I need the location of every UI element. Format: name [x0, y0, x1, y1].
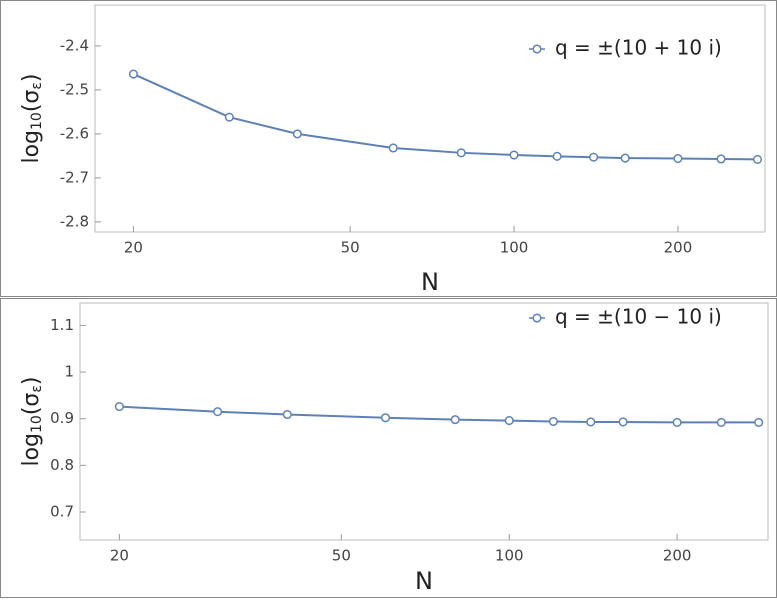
y-axis-label-part: log: [19, 433, 44, 467]
data-point: [586, 417, 596, 427]
y-tick-label: 0.9: [50, 409, 74, 427]
y-axis-label-part: ε: [29, 385, 45, 393]
data-point: [224, 112, 234, 122]
data-point: [672, 417, 682, 427]
data-point: [292, 129, 302, 139]
data-point: [552, 151, 562, 161]
data-point: [716, 154, 726, 164]
y-tick-label: 1.1: [50, 316, 74, 334]
x-tick-label: 50: [341, 239, 360, 257]
series-line: [133, 73, 758, 161]
data-point: [504, 416, 514, 426]
x-tick-label: 100: [495, 547, 524, 565]
y-axis-label-part: 10: [29, 112, 45, 130]
x-tick-label: 20: [110, 547, 129, 565]
data-point: [509, 150, 519, 160]
data-point: [754, 417, 764, 427]
data-point: [282, 409, 292, 420]
y-tick-label: -2.5: [60, 80, 89, 98]
data-point: [128, 69, 138, 79]
x-axis-label: N: [421, 268, 439, 296]
data-point: [716, 417, 726, 427]
legend-marker: [532, 44, 542, 54]
data-point: [380, 413, 391, 423]
data-point: [620, 153, 630, 163]
x-tick-label: 200: [663, 547, 692, 565]
data-point: [213, 407, 223, 417]
y-axis-label-part: ): [19, 73, 44, 82]
y-tick-label: 0.8: [50, 456, 74, 474]
plot-frame: [79, 302, 769, 541]
y-axis-label-part: log: [19, 130, 44, 164]
data-point: [673, 153, 683, 164]
plot-frame: [94, 4, 766, 233]
y-axis-label-part: ): [19, 376, 44, 385]
legend-marker: [532, 313, 542, 323]
x-tick-label: 200: [664, 239, 693, 257]
x-tick-label: 20: [124, 239, 143, 257]
y-axis-label-part: (σ: [19, 90, 44, 113]
data-point: [548, 416, 558, 427]
y-tick-label: -2.8: [60, 212, 89, 230]
data-point: [456, 148, 466, 158]
data-point: [752, 154, 763, 164]
y-axis-label: log10(σε): [19, 376, 45, 466]
y-tick-label: -2.4: [60, 36, 89, 54]
data-point: [450, 415, 460, 425]
y-axis-label-part: 10: [29, 415, 45, 433]
legend-label: q = ±(10 + 10 i): [555, 36, 722, 60]
data-point: [388, 143, 398, 153]
y-tick-label: 1: [64, 363, 74, 381]
x-tick-label: 100: [500, 239, 529, 257]
data-point: [114, 402, 124, 412]
legend-label: q = ±(10 − 10 i): [555, 305, 722, 329]
y-axis-label: log10(σε): [19, 73, 45, 163]
y-tick-label: -2.6: [60, 124, 89, 142]
x-axis-label: N: [415, 567, 433, 595]
x-tick-label: 50: [332, 547, 351, 565]
y-axis-label-part: ε: [29, 82, 45, 90]
y-tick-label: 0.7: [50, 503, 74, 521]
y-axis-label-part: (σ: [19, 393, 44, 416]
data-point: [589, 152, 599, 162]
y-tick-label: -2.7: [60, 168, 89, 186]
series-line: [119, 405, 759, 424]
data-point: [618, 417, 628, 427]
